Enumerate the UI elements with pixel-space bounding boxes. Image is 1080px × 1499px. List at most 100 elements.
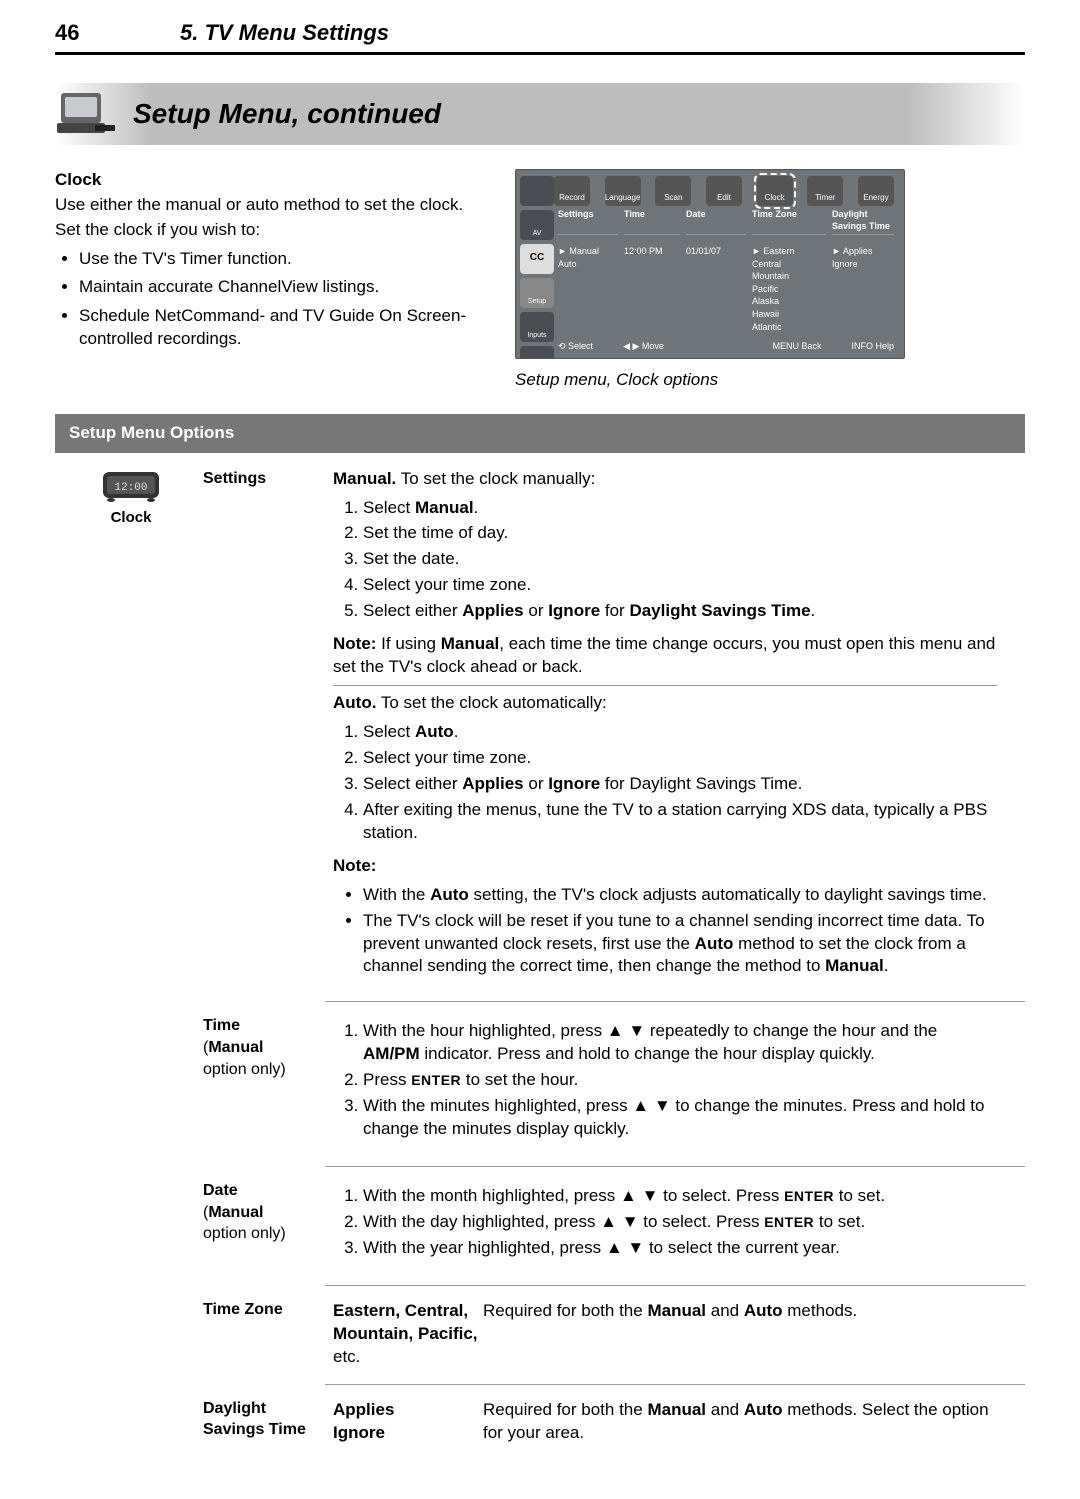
auto-note-label: Note: [333,855,997,878]
spacer [55,1166,195,1284]
manual-step: Select either Applies or Ignore for Dayl… [363,600,997,623]
clock-intro-line2: Set the clock if you wish to: [55,219,475,242]
manual-lead: Manual. To set the clock manually: [333,468,997,491]
manual-step: Set the time of day. [363,522,997,545]
ss-foot-back: MENU Back [772,340,821,352]
settings-body: Manual. To set the clock manually: Selec… [325,454,1025,1001]
ss-col-time: Time [624,208,680,235]
time-body: With the hour highlighted, press ▲ ▼ rep… [325,1001,1025,1165]
setup-menu-screenshot: AV CC Setup Inputs Lock Record Language … [515,169,905,359]
settings-label: Settings [195,454,325,1001]
option-row-tz: Time Zone Eastern, Central, Mountain, Pa… [55,1284,1025,1383]
intro-row: Clock Use either the manual or auto meth… [55,169,1025,392]
auto-step: Select either Applies or Ignore for Dayl… [363,773,997,796]
clock-heading: Clock [55,169,475,192]
ss-top-scan-icon: Scan [655,176,691,206]
auto-step: Select Auto. [363,721,997,744]
chapter-title: 5. TV Menu Settings [180,18,389,48]
ss-side-cc-icon: CC [520,244,554,274]
date-step: With the year highlighted, press ▲ ▼ to … [363,1237,997,1260]
option-row-settings: 12:00 Clock Settings Manual. To set the … [55,453,1025,1001]
manual-steps: Select Manual. Set the time of day. Set … [363,497,997,624]
auto-lead: Auto. To set the clock automatically: [333,692,997,715]
tz-body: Eastern, Central, Mountain, Pacific, etc… [325,1285,1025,1383]
clock-bullet: Schedule NetCommand- and TV Guide On Scr… [79,305,475,351]
ss-date-val: 01/01/07 [686,241,746,333]
ss-top-clock-icon: Clock [757,176,793,206]
date-label: Date (Manual option only) [195,1166,325,1284]
clock-icon: 12:00 [101,468,161,504]
ss-top-record-icon: Record [554,176,590,206]
date-step: With the day highlighted, press ▲ ▼ to s… [363,1211,997,1234]
spacer [55,1001,195,1165]
ss-col-tz: Time Zone [752,208,826,235]
auto-note-bullet: With the Auto setting, the TV's clock ad… [363,884,997,907]
auto-note-bullet: The TV's clock will be reset if you tune… [363,910,997,979]
ss-footer: ⟲ Select ◀ ▶ Move MENU Back INFO Help [558,340,894,352]
clock-icon-cell: 12:00 Clock [55,454,195,1001]
ss-foot-help: INFO Help [851,340,894,352]
header-rule [55,52,1025,55]
date-step: With the month highlighted, press ▲ ▼ to… [363,1185,997,1208]
tz-vals: Eastern, Central, Mountain, Pacific, etc… [333,1300,483,1369]
ss-col-dst: Daylight Savings Time [832,208,894,235]
manual-step: Select Manual. [363,497,997,520]
ss-top-timer-icon: Timer [807,176,843,206]
dst-vals: AppliesIgnore [333,1399,483,1445]
clock-icon-label: Clock [111,508,152,528]
page-header: 46 5. TV Menu Settings [55,10,1025,52]
ss-top-icons: Record Language Scan Edit Clock Timer En… [554,176,894,206]
option-row-time: Time (Manual option only) With the hour … [55,1000,1025,1165]
screenshot-caption: Setup menu, Clock options [515,369,1025,392]
auto-step: After exiting the menus, tune the TV to … [363,799,997,845]
ss-top-edit-icon: Edit [706,176,742,206]
clock-intro-line1: Use either the manual or auto method to … [55,194,475,217]
time-step: Press ENTER to set the hour. [363,1069,997,1092]
tz-desc: Required for both the Manual and Auto me… [483,1300,997,1369]
auto-step: Select your time zone. [363,747,997,770]
date-steps: With the month highlighted, press ▲ ▼ to… [363,1185,997,1260]
ss-columns: Settings Time Date Time Zone Daylight Sa… [558,208,894,333]
ss-side-icon [520,176,554,206]
spacer [55,1285,195,1383]
ss-time-val: 12:00 PM [624,241,680,333]
section-title: Setup Menu, continued [133,95,441,133]
tv-icon [55,89,115,139]
spacer [55,1384,195,1459]
ss-top-energy-icon: Energy [858,176,894,206]
ss-top-language-icon: Language [605,176,641,206]
clock-bullets: Use the TV's Timer function. Maintain ac… [79,248,475,352]
svg-text:12:00: 12:00 [114,482,147,494]
time-label: Time (Manual option only) [195,1001,325,1165]
ss-side-inputs-icon: Inputs [520,312,554,342]
page: 46 5. TV Menu Settings Setup Menu, conti… [0,0,1080,1499]
clock-bullet: Maintain accurate ChannelView listings. [79,276,475,299]
time-step: With the minutes highlighted, press ▲ ▼ … [363,1095,997,1141]
ss-side-lock-icon: Lock [520,346,554,359]
time-steps: With the hour highlighted, press ▲ ▼ rep… [363,1020,997,1141]
auto-note-bullets: With the Auto setting, the TV's clock ad… [363,884,997,979]
tz-label: Time Zone [195,1285,325,1383]
manual-step: Set the date. [363,548,997,571]
ss-sidebar: AV CC Setup Inputs Lock [520,176,554,359]
clock-bullet: Use the TV's Timer function. [79,248,475,271]
clock-intro: Clock Use either the manual or auto meth… [55,169,475,392]
manual-note: Note: If using Manual, each time the tim… [333,633,997,679]
ss-side-setup-icon: Setup [520,278,554,308]
time-step: With the hour highlighted, press ▲ ▼ rep… [363,1020,997,1066]
page-number: 46 [55,18,180,48]
ss-side-av-icon: AV [520,210,554,240]
ss-foot-select: ⟲ Select [558,340,593,352]
section-title-bar: Setup Menu, continued [55,83,1025,145]
options-bar: Setup Menu Options [55,414,1025,453]
ss-settings-vals: ManualAuto [558,241,618,333]
dst-body: AppliesIgnore Required for both the Manu… [325,1384,1025,1459]
divider [333,685,997,686]
ss-col-settings: Settings [558,208,618,235]
dst-desc: Required for both the Manual and Auto me… [483,1399,997,1445]
option-row-dst: Daylight Savings Time AppliesIgnore Requ… [55,1383,1025,1459]
dst-label: Daylight Savings Time [195,1384,325,1459]
ss-tz-vals: EasternCentralMountainPacificAlaskaHawai… [752,241,826,333]
ss-dst-vals: AppliesIgnore [832,241,894,333]
screenshot-col: AV CC Setup Inputs Lock Record Language … [515,169,1025,392]
